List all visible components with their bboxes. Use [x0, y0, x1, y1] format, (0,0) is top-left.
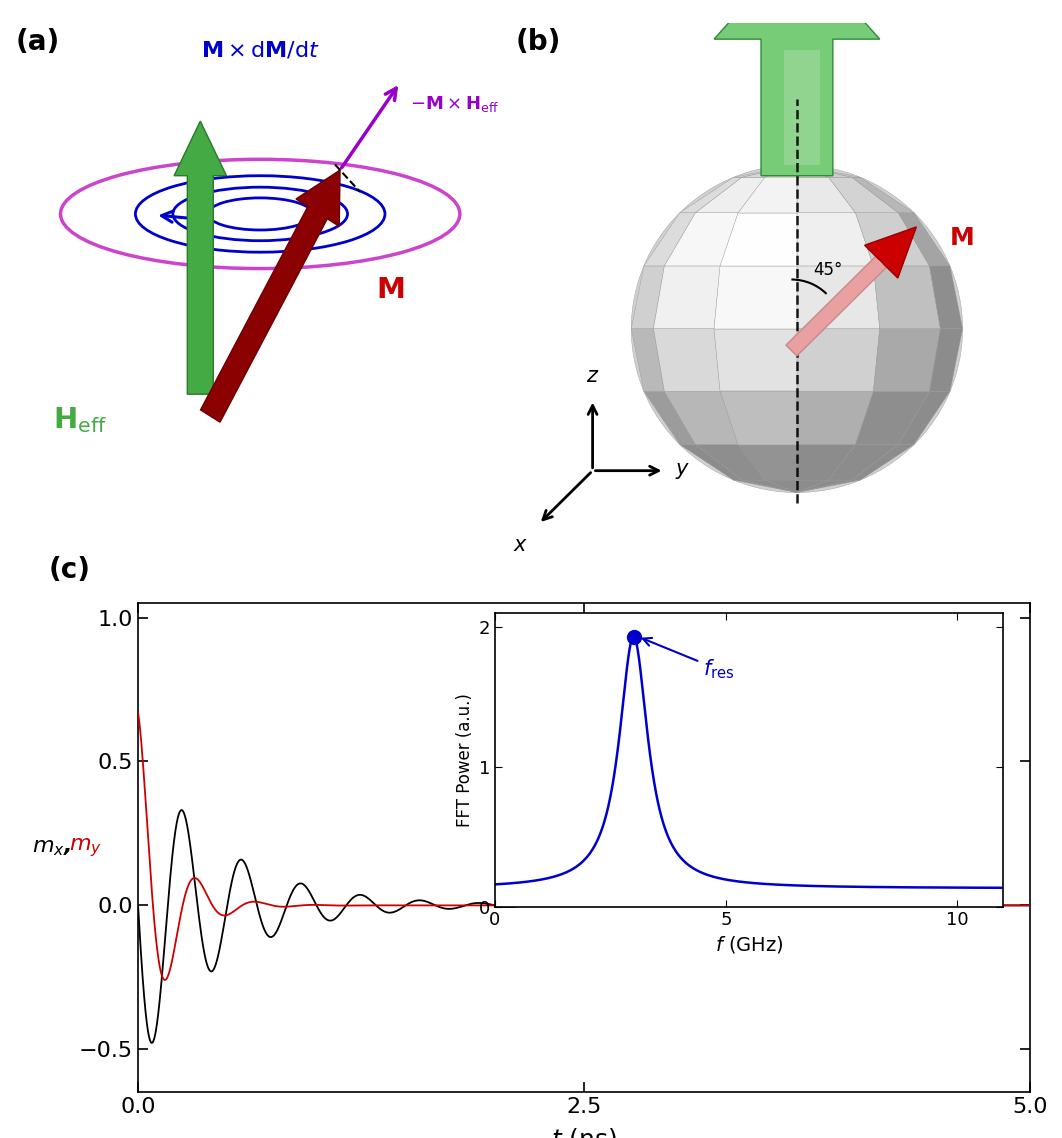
Polygon shape: [766, 165, 796, 178]
X-axis label: $t$ (ns): $t$ (ns): [551, 1125, 617, 1138]
FancyArrow shape: [864, 226, 917, 278]
Polygon shape: [828, 445, 898, 480]
Text: $\mathbf{H}_\mathbf{DC}$: $\mathbf{H}_\mathbf{DC}$: [772, 0, 822, 6]
Polygon shape: [680, 445, 742, 480]
Polygon shape: [929, 329, 962, 391]
FancyArrow shape: [174, 121, 226, 394]
Polygon shape: [714, 266, 796, 329]
Text: $\mathbf{M}$: $\mathbf{M}$: [376, 277, 405, 304]
Polygon shape: [796, 480, 852, 493]
Text: (b): (b): [515, 28, 561, 56]
FancyArrow shape: [201, 170, 340, 422]
Polygon shape: [796, 391, 873, 445]
Polygon shape: [873, 329, 940, 391]
Text: $x$: $x$: [513, 535, 528, 555]
Text: (c): (c): [49, 555, 91, 584]
Polygon shape: [696, 178, 766, 213]
Polygon shape: [653, 329, 720, 391]
Polygon shape: [796, 165, 860, 178]
Polygon shape: [796, 266, 879, 329]
Polygon shape: [644, 391, 696, 445]
Polygon shape: [734, 480, 796, 493]
Polygon shape: [742, 165, 796, 178]
Text: $m_x$,: $m_x$,: [32, 838, 71, 858]
Polygon shape: [796, 329, 879, 391]
Polygon shape: [796, 445, 856, 480]
FancyArrow shape: [786, 256, 887, 356]
Polygon shape: [796, 165, 828, 178]
Polygon shape: [680, 178, 742, 213]
Circle shape: [631, 165, 962, 493]
Polygon shape: [856, 213, 929, 266]
Polygon shape: [665, 213, 738, 266]
Polygon shape: [828, 178, 898, 213]
Polygon shape: [738, 445, 796, 480]
Polygon shape: [929, 266, 962, 329]
Polygon shape: [796, 213, 873, 266]
Text: $-\mathbf{M} \times \mathbf{H}_\mathrm{eff}$: $-\mathbf{M} \times \mathbf{H}_\mathrm{e…: [410, 93, 499, 114]
Text: $z$: $z$: [586, 366, 599, 386]
Polygon shape: [796, 178, 856, 213]
Polygon shape: [653, 266, 720, 329]
Polygon shape: [796, 480, 828, 493]
Polygon shape: [714, 329, 796, 391]
Polygon shape: [631, 329, 665, 391]
Text: 45°: 45°: [813, 262, 843, 280]
Text: (a): (a): [16, 28, 59, 56]
Text: $m_y$: $m_y$: [69, 836, 102, 859]
Text: $\mathbf{H}_\mathrm{eff}$: $\mathbf{H}_\mathrm{eff}$: [53, 405, 107, 435]
Text: $\mathbf{M} \times \mathrm{d}\mathbf{M}/\mathrm{d}t$: $\mathbf{M} \times \mathrm{d}\mathbf{M}/…: [201, 39, 320, 60]
Polygon shape: [898, 213, 950, 266]
Polygon shape: [856, 391, 929, 445]
Polygon shape: [665, 391, 738, 445]
Polygon shape: [720, 391, 796, 445]
Polygon shape: [796, 480, 860, 493]
Polygon shape: [631, 266, 665, 329]
FancyArrow shape: [714, 0, 879, 175]
Text: $\mathbf{M}$: $\mathbf{M}$: [949, 225, 974, 250]
Polygon shape: [742, 480, 796, 493]
Polygon shape: [738, 178, 796, 213]
Polygon shape: [644, 213, 696, 266]
Polygon shape: [898, 391, 950, 445]
Polygon shape: [852, 445, 914, 480]
Polygon shape: [720, 213, 796, 266]
Polygon shape: [796, 165, 852, 178]
Polygon shape: [696, 445, 766, 480]
Polygon shape: [852, 178, 914, 213]
Polygon shape: [766, 480, 796, 493]
Polygon shape: [873, 266, 940, 329]
FancyArrow shape: [785, 50, 820, 165]
Text: $y$: $y$: [675, 461, 690, 480]
Polygon shape: [734, 165, 796, 178]
